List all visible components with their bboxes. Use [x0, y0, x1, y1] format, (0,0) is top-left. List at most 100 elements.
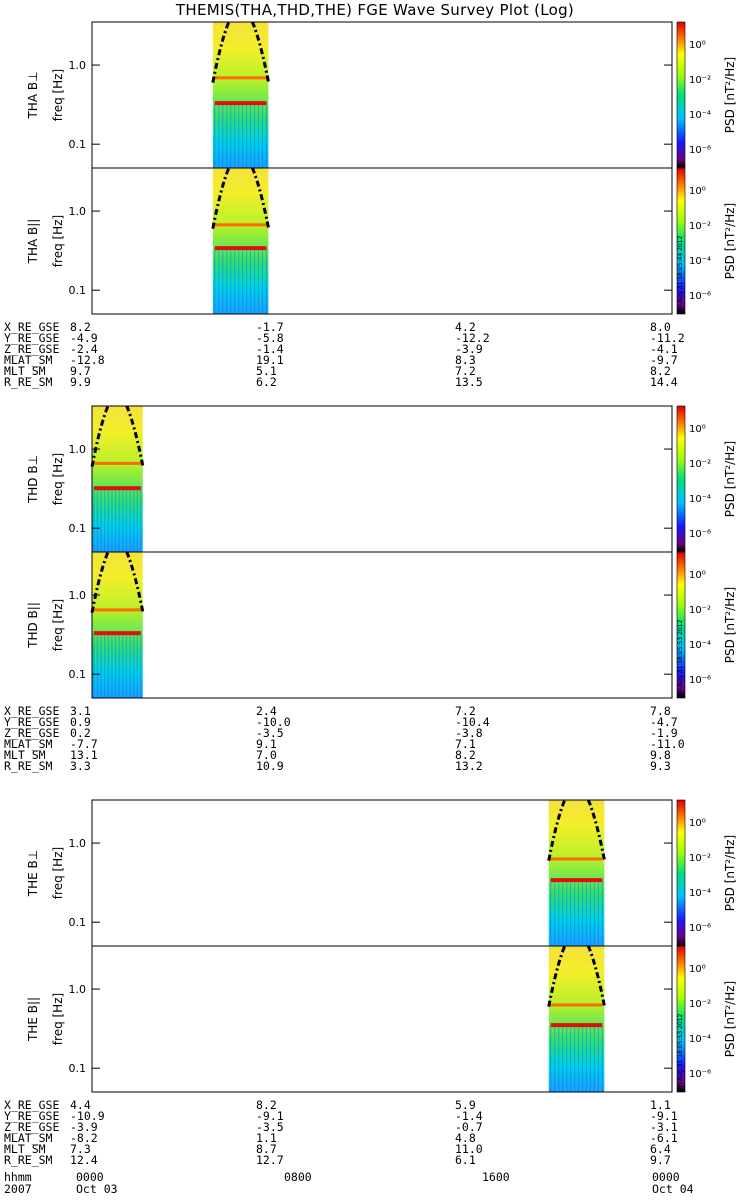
- ephem-value: -4.9: [70, 331, 98, 345]
- ephem-value: 12.4: [70, 1153, 98, 1167]
- ephem-value: 13.5: [455, 375, 483, 389]
- ephem-value: -1.9: [650, 726, 678, 740]
- freq-tick-label: 0.1: [69, 522, 87, 535]
- ephem-value: -10.9: [70, 1109, 105, 1123]
- ephem-value: 4.4: [70, 1098, 91, 1112]
- freq-tick-label: 1.0: [69, 837, 87, 850]
- harmonic-band: [94, 608, 141, 612]
- ephem-value: 8.7: [256, 1142, 277, 1156]
- ephem-value: 8.2: [70, 320, 91, 334]
- ephem-label: MLT_SM: [4, 364, 46, 378]
- harmonic-band: [550, 1023, 603, 1028]
- ephem-label: Y_RE_GSE: [4, 715, 60, 729]
- freq-tick-label: 0.1: [69, 668, 87, 681]
- panel-ylabel: THD B||: [26, 602, 40, 649]
- panel-frame: [91, 405, 673, 553]
- creation-stamp: Fri Aug 31 18:05:53 2012: [677, 1013, 684, 1090]
- ephem-value: -7.7: [70, 737, 98, 751]
- colorbar-tick-label: 10⁰: [689, 186, 706, 197]
- time-tick-label: 0800: [284, 1170, 312, 1184]
- cyclotron-curve: [211, 21, 231, 83]
- ephem-value: -3.9: [70, 1120, 98, 1134]
- ephem-value: 7.1: [455, 737, 476, 751]
- ephem-value: 9.7: [650, 1153, 671, 1167]
- colorbar: [676, 167, 686, 315]
- colorbar-tick-label: 10⁻²: [689, 853, 711, 864]
- page-title: THEMIS(THA,THD,THE) FGE Wave Survey Plot…: [175, 1, 575, 19]
- ephem-label: X_RE_GSE: [4, 704, 60, 718]
- ephem-value: 9.7: [70, 364, 91, 378]
- harmonic-band: [94, 486, 141, 491]
- freq-tick-label: 0.1: [69, 138, 87, 151]
- ephem-value: -9.1: [256, 1109, 284, 1123]
- ephem-value: -0.7: [455, 1120, 483, 1134]
- creation-stamp: Fri Aug 31 18:05:53 2012: [677, 619, 684, 696]
- harmonic-band: [214, 223, 267, 227]
- colorbar-tick-label: 10⁻⁴: [689, 888, 711, 899]
- ephem-value: 9.1: [256, 737, 277, 751]
- ephem-value: -12.2: [455, 331, 490, 345]
- cyclotron-curve: [125, 405, 145, 466]
- colorbar-tick-label: 10⁰: [689, 818, 706, 829]
- time-tick-label: Oct 04: [652, 1182, 694, 1196]
- ephem-label: MLT_SM: [4, 1142, 46, 1156]
- ephem-value: 6.2: [256, 375, 277, 389]
- colorbar-label: PSD [nT²/Hz]: [723, 203, 737, 279]
- ephem-value: 7.8: [650, 704, 671, 718]
- cyclotron-curve: [586, 945, 606, 1006]
- ephem-value: 13.1: [70, 748, 98, 762]
- ephem-value: 6.1: [455, 1153, 476, 1167]
- ephem-value: -12.8: [70, 353, 105, 367]
- cyclotron-curve: [547, 945, 567, 1007]
- colorbar-label: PSD [nT²/Hz]: [723, 835, 737, 911]
- freq-tick-label: 1.0: [69, 205, 87, 218]
- panel-ylabel: THE B⊥: [26, 850, 40, 897]
- time-tick-label: Oct 03: [76, 1182, 118, 1196]
- ephem-value: -10.0: [256, 715, 291, 729]
- ephem-value: -3.1: [650, 1120, 678, 1134]
- ephem-label: R_RE_SM: [4, 1153, 53, 1167]
- ephem-value: 12.7: [256, 1153, 284, 1167]
- ephem-label: Z_RE_GSE: [4, 1120, 60, 1134]
- time-tick-label: 0000: [652, 1170, 680, 1184]
- colorbar-tick-label: 10⁻²: [689, 459, 711, 470]
- ephem-label: X_RE_GSE: [4, 320, 60, 334]
- cyclotron-curve: [586, 799, 606, 860]
- colorbar-tick-label: 10⁻²: [689, 75, 711, 86]
- harmonic-band: [214, 101, 267, 106]
- ephem-label: MLT_SM: [4, 748, 46, 762]
- ephem-value: -4.1: [650, 342, 678, 356]
- colorbar-tick-label: 10⁰: [689, 40, 706, 51]
- ephem-value: 9.3: [650, 759, 671, 773]
- harmonic-band: [550, 857, 603, 861]
- creation-stamp: Fri Aug 31 18:05:44 2012: [677, 235, 684, 312]
- ephem-value: 5.9: [455, 1098, 476, 1112]
- colorbar-tick-label: 10⁰: [689, 570, 706, 581]
- cyclotron-curve: [251, 167, 270, 228]
- colorbar-tick-label: 10⁻⁴: [689, 1034, 711, 1045]
- cyclotron-curve: [90, 551, 110, 613]
- panel-frame: [91, 21, 673, 169]
- harmonic-band: [214, 246, 267, 251]
- colorbar-tick-label: 10⁻⁴: [689, 494, 711, 505]
- ephem-value: -3.5: [256, 1120, 284, 1134]
- panel-frame: [91, 551, 673, 699]
- ephem-value: 7.2: [455, 704, 476, 718]
- ephem-value: -11.2: [650, 331, 685, 345]
- ephem-value: -5.8: [256, 331, 284, 345]
- colorbar: [676, 799, 686, 947]
- panel-frame: [91, 167, 673, 315]
- ephem-value: 4.8: [455, 1131, 476, 1145]
- ephem-label: X_RE_GSE: [4, 1098, 60, 1112]
- ephem-value: 5.1: [256, 364, 277, 378]
- panel-ylabel: THE B||: [26, 997, 40, 1042]
- ephem-value: -9.7: [650, 353, 678, 367]
- colorbar-label: PSD [nT²/Hz]: [723, 441, 737, 517]
- ephem-value: 13.2: [455, 759, 483, 773]
- ephem-value: -3.5: [256, 726, 284, 740]
- ephem-value: -3.9: [455, 342, 483, 356]
- ephem-label: R_RE_SM: [4, 759, 53, 773]
- harmonic-band: [550, 1003, 603, 1007]
- ephem-label: MLAT_SM: [4, 353, 53, 367]
